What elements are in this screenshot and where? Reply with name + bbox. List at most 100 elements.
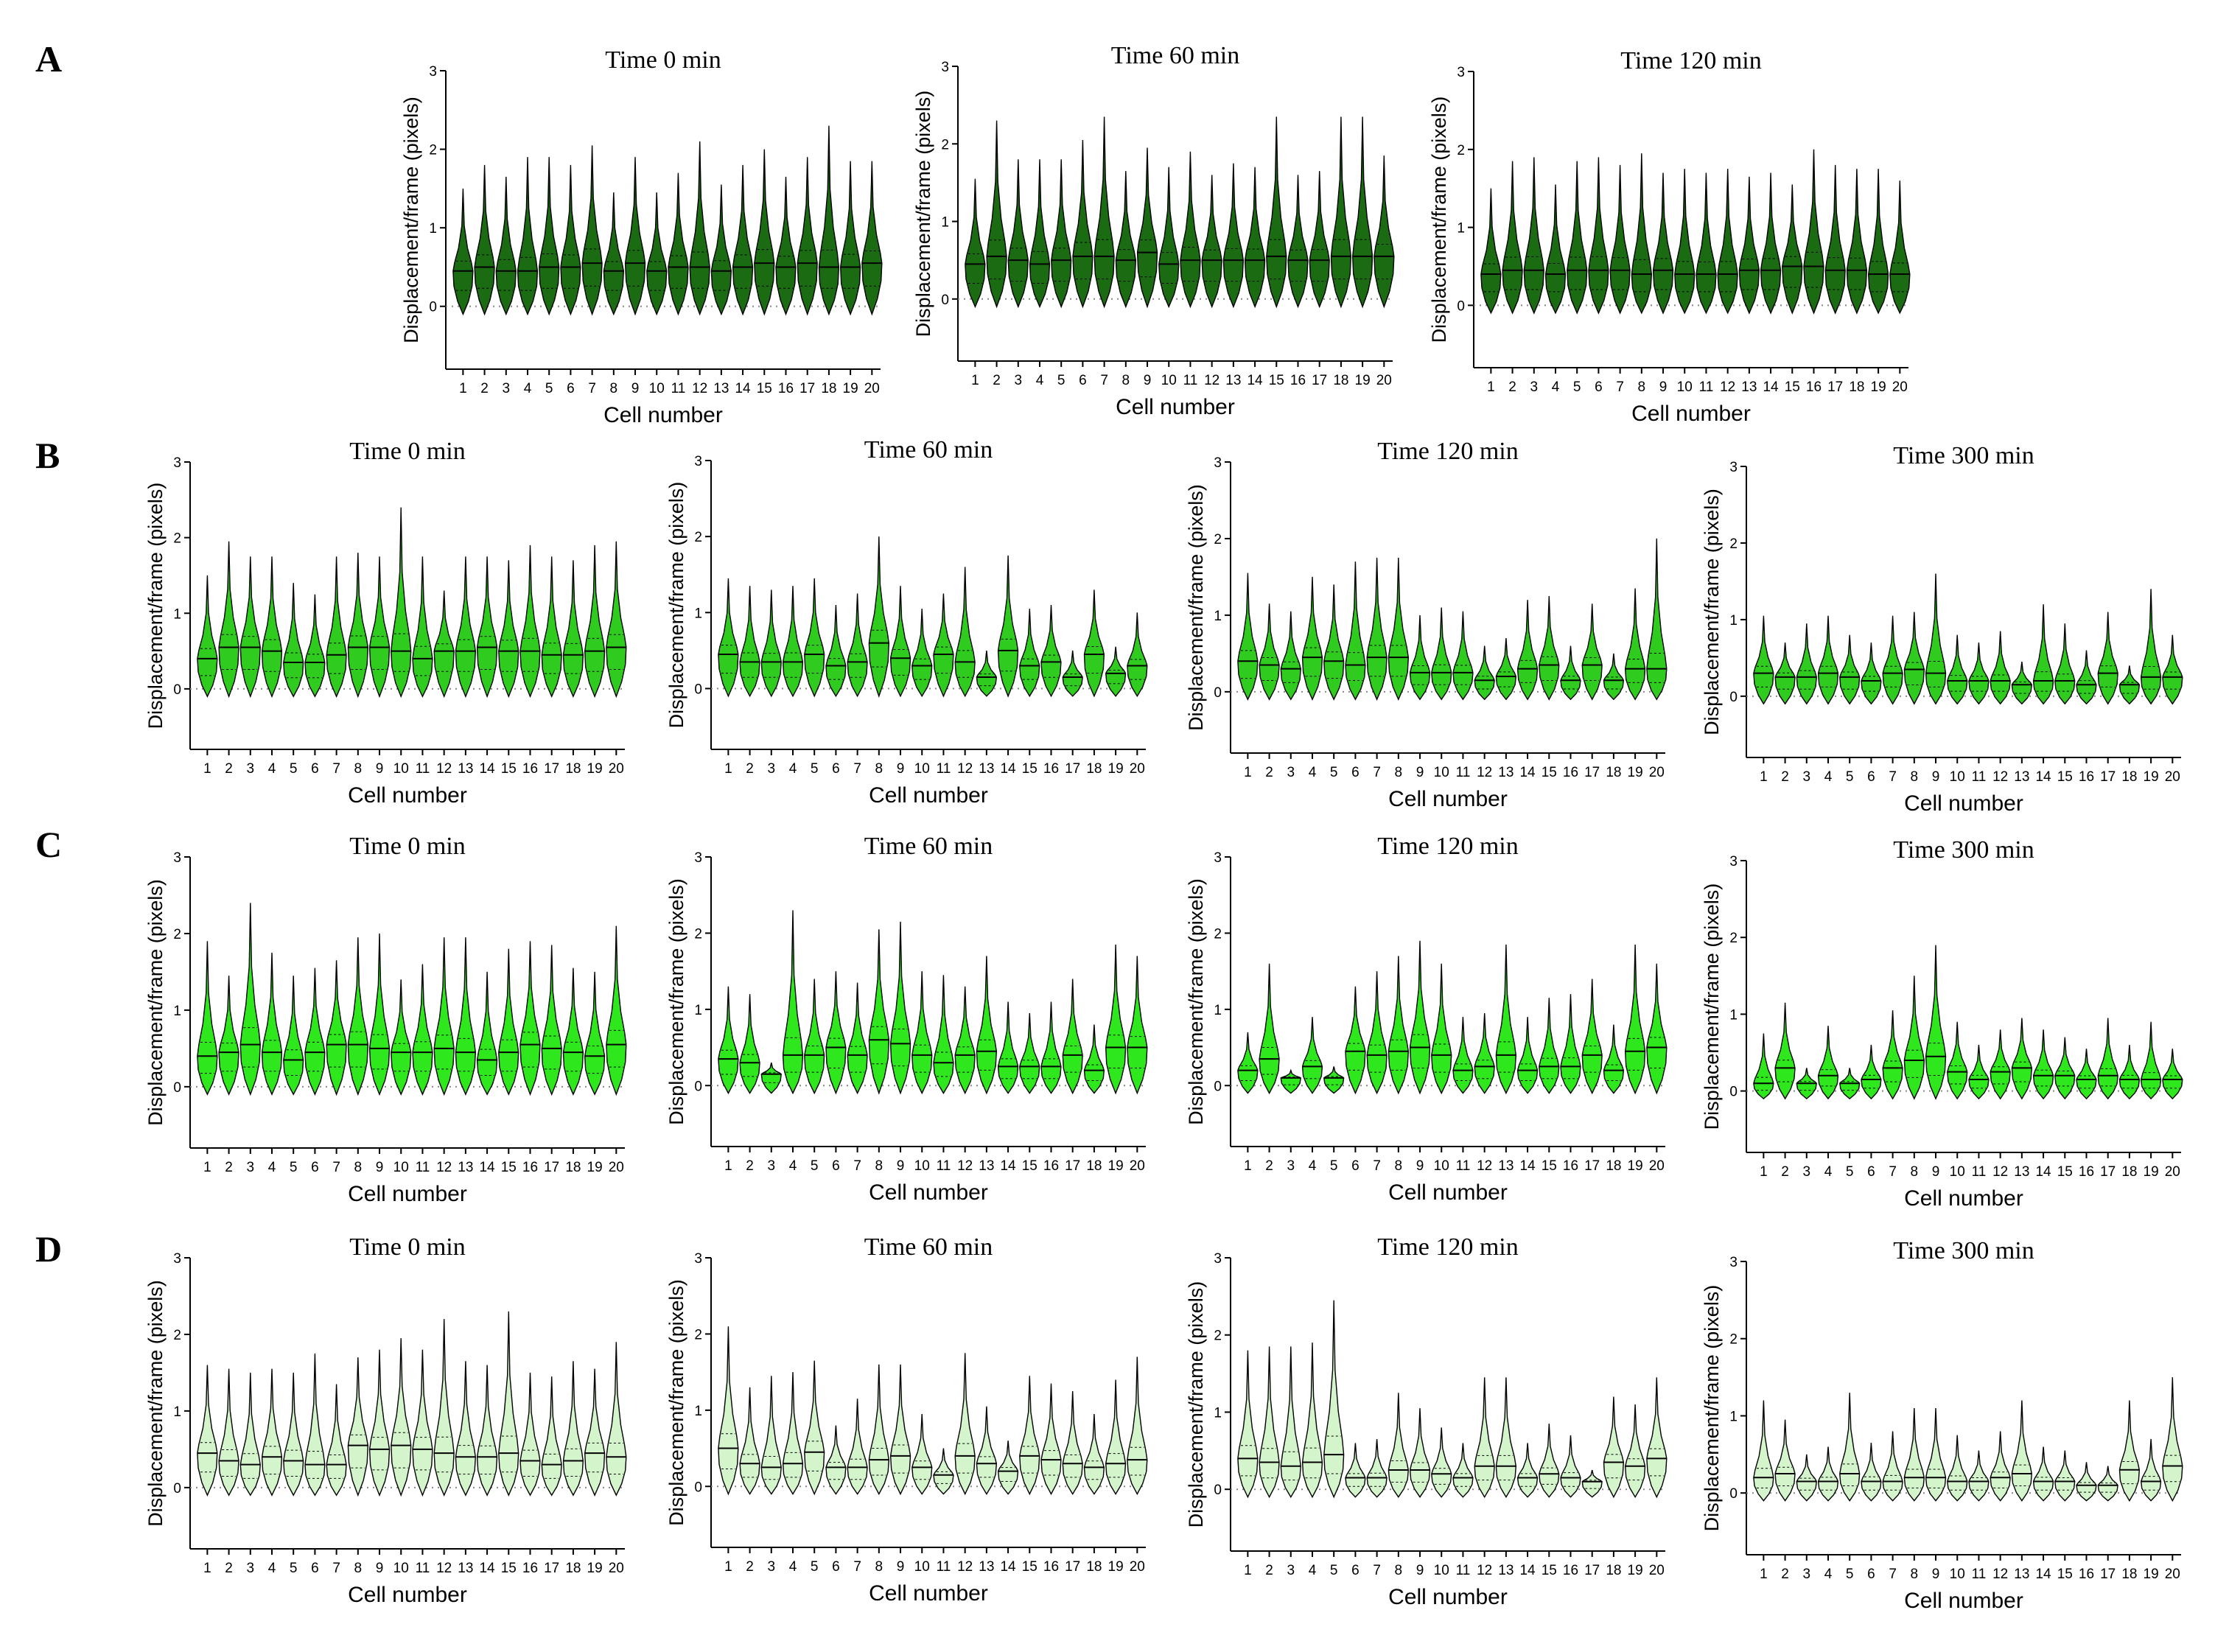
y-tick-label: 1 <box>694 1404 702 1419</box>
violin-cell-14 <box>476 971 498 1096</box>
panel-label-b: B <box>35 435 60 476</box>
x-tick-label: 11 <box>671 381 686 396</box>
x-tick-label: 20 <box>1649 765 1665 780</box>
x-tick-label: 5 <box>1846 1164 1854 1180</box>
violin-cell-2 <box>739 994 760 1094</box>
x-tick-label: 6 <box>567 381 575 396</box>
violin-cell-1 <box>718 578 739 698</box>
x-tick-label: 4 <box>1036 373 1044 388</box>
violin-cell-3 <box>1796 623 1817 705</box>
x-tick-label: 7 <box>1373 1158 1381 1174</box>
violin-cell-3 <box>760 1063 782 1094</box>
violin-cell-15 <box>1782 184 1803 315</box>
y-axis-label: Displacement/frame (pixels) <box>1185 878 1207 1125</box>
x-tick-label: 4 <box>524 381 532 396</box>
violin-cell-5 <box>283 1372 304 1497</box>
x-tick-label: 13 <box>979 761 994 777</box>
x-axis-label: Cell number <box>1904 791 2023 816</box>
violin-cell-20 <box>1127 956 1148 1095</box>
x-tick-label: 3 <box>246 1561 254 1576</box>
violin-cell-20 <box>2162 634 2183 705</box>
violin-cell-8 <box>868 1364 890 1496</box>
violin-cell-15 <box>1266 116 1287 309</box>
violin-cell-7 <box>847 982 868 1095</box>
chart-title: Time 300 min <box>1893 442 2034 469</box>
violin-cell-7 <box>1093 116 1115 309</box>
x-tick-label: 1 <box>1760 1567 1768 1582</box>
violin-cell-18 <box>1083 1024 1105 1094</box>
y-tick-label: 2 <box>173 531 181 547</box>
x-tick-label: 4 <box>1824 769 1833 785</box>
x-tick-label: 17 <box>544 761 559 777</box>
violin-cell-3 <box>1280 1346 1301 1499</box>
violin-cell-2 <box>1774 1419 1796 1502</box>
x-tick-label: 7 <box>1889 1567 1897 1582</box>
violin-cell-4 <box>1301 576 1323 701</box>
violin-cell-2 <box>1502 161 1523 315</box>
x-tick-label: 17 <box>1584 1158 1600 1174</box>
x-tick-label: 17 <box>1065 1559 1080 1575</box>
y-tick-label: 0 <box>941 293 949 308</box>
violin-cell-19 <box>584 971 606 1096</box>
violin-cell-13 <box>2011 1400 2033 1502</box>
x-tick-label: 2 <box>746 1158 754 1174</box>
x-tick-label: 18 <box>2121 1164 2137 1180</box>
x-tick-label: 7 <box>332 1160 340 1175</box>
violin-cell-9 <box>368 1349 391 1497</box>
violin-cell-17 <box>541 556 562 698</box>
violin-cell-16 <box>519 1372 541 1497</box>
violin-cell-11 <box>933 593 954 698</box>
y-tick-label: 2 <box>1214 1329 1222 1344</box>
violin-cell-3 <box>1280 1068 1301 1094</box>
x-tick-label: 18 <box>1086 1158 1102 1174</box>
violin-cell-2 <box>1259 603 1280 701</box>
y-tick-label: 2 <box>173 1328 181 1343</box>
x-tick-label: 10 <box>649 381 665 396</box>
x-axis-label: Cell number <box>869 1180 988 1205</box>
violin-cell-10 <box>1431 607 1452 701</box>
violin-cell-3 <box>239 1372 261 1497</box>
y-axis-label: Displacement/frame (pixels) <box>665 878 687 1125</box>
x-tick-label: 20 <box>1130 1158 1145 1174</box>
y-tick-label: 3 <box>941 60 949 75</box>
violin-cell-6 <box>825 1425 847 1495</box>
violin-cell-19 <box>1351 116 1374 309</box>
violin-cell-2 <box>218 1368 239 1497</box>
x-tick-label: 10 <box>1950 1567 1965 1582</box>
violin-cell-20 <box>1646 538 1668 701</box>
violin-cell-3 <box>760 589 782 698</box>
x-tick-label: 3 <box>246 761 254 777</box>
violin-cell-4 <box>261 556 283 699</box>
x-tick-label: 15 <box>2057 769 2073 785</box>
violin-cell-4 <box>517 157 539 316</box>
x-tick-label: 9 <box>376 1561 384 1576</box>
y-axis-label: Displacement/frame (pixels) <box>912 91 934 337</box>
violin-cell-12 <box>1201 175 1222 309</box>
violin-cell-12 <box>433 937 455 1096</box>
x-tick-label: 3 <box>502 381 510 396</box>
violin-cell-9 <box>1925 573 1947 705</box>
x-tick-label: 15 <box>1269 373 1284 388</box>
violin-cell-19 <box>2140 1438 2162 1502</box>
x-tick-label: 6 <box>1079 373 1087 388</box>
x-tick-label: 8 <box>354 1160 363 1175</box>
y-tick-label: 2 <box>1729 536 1738 552</box>
violin-cell-20 <box>861 161 883 316</box>
x-tick-label: 7 <box>1373 1563 1381 1578</box>
x-tick-label: 15 <box>1542 1563 1557 1578</box>
x-tick-label: 18 <box>565 1561 581 1576</box>
x-tick-label: 6 <box>1595 379 1603 395</box>
violin-cell-19 <box>1867 169 1889 315</box>
x-tick-label: 7 <box>332 1561 340 1576</box>
x-tick-label: 6 <box>832 1559 840 1575</box>
x-tick-label: 20 <box>864 381 880 396</box>
x-tick-label: 16 <box>2079 1567 2094 1582</box>
x-tick-label: 13 <box>1498 765 1514 780</box>
violin-cell-15 <box>1019 1012 1040 1094</box>
violin-cell-2 <box>1774 643 1796 705</box>
violin-cell-11 <box>1452 611 1474 701</box>
y-tick-label: 0 <box>173 682 181 698</box>
violin-cell-3 <box>495 176 517 316</box>
